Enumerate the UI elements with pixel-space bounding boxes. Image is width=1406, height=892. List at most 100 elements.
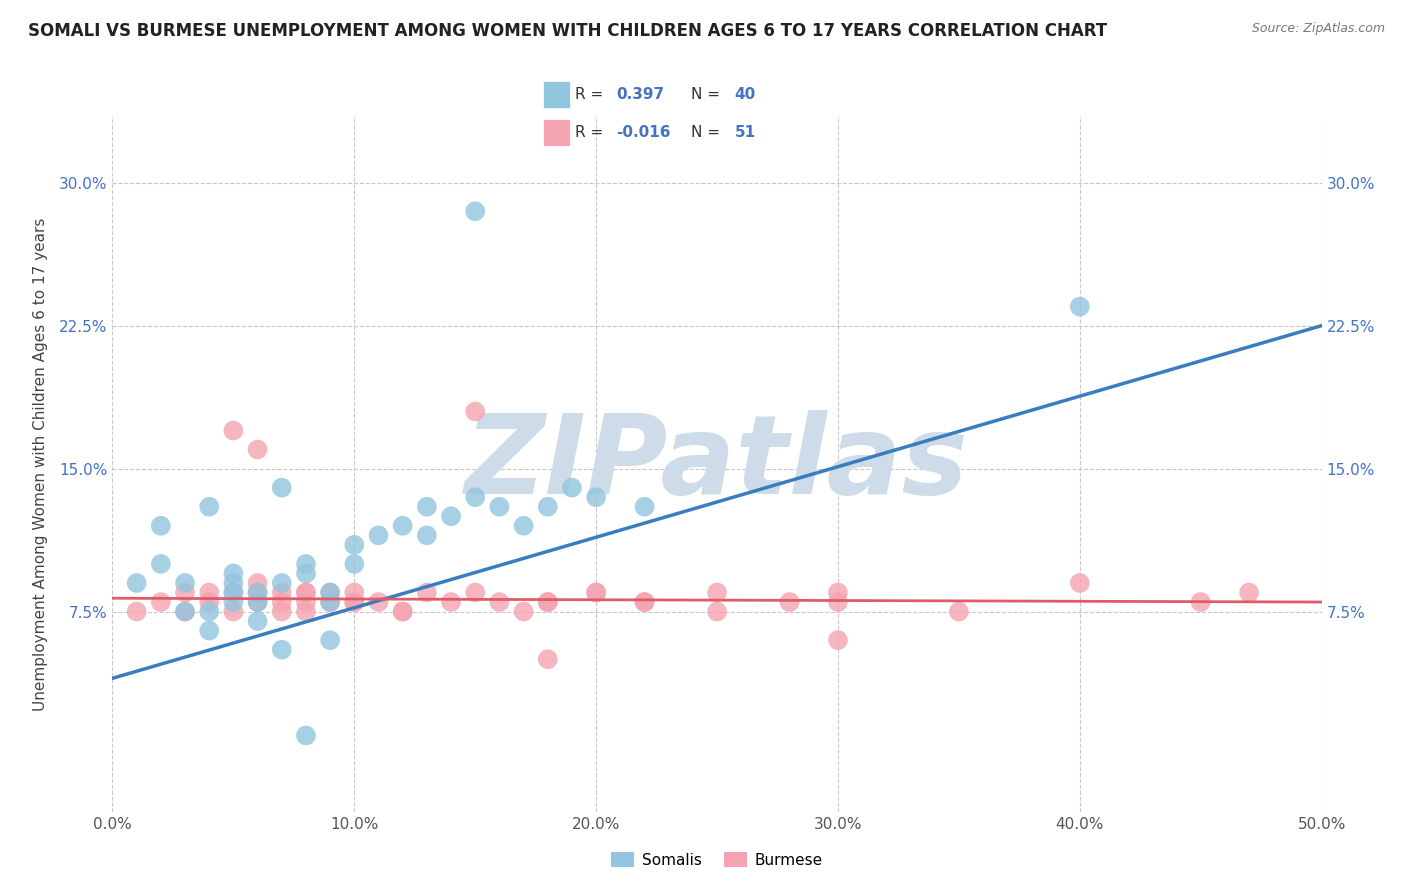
Point	[827, 585, 849, 599]
Point	[343, 595, 366, 609]
Point	[174, 605, 197, 619]
Point	[295, 729, 318, 743]
Point	[512, 518, 534, 533]
Point	[222, 585, 245, 599]
Point	[391, 518, 413, 533]
Point	[149, 557, 172, 571]
Point	[174, 605, 197, 619]
Point	[319, 585, 342, 599]
Point	[464, 490, 486, 504]
Point	[488, 595, 510, 609]
Point	[246, 614, 269, 628]
FancyBboxPatch shape	[543, 80, 569, 108]
Point	[537, 595, 560, 609]
Point	[343, 538, 366, 552]
Point	[706, 605, 728, 619]
Point	[585, 585, 607, 599]
Point	[1189, 595, 1212, 609]
Point	[222, 595, 245, 609]
Point	[295, 605, 318, 619]
Text: R =: R =	[575, 87, 609, 102]
Point	[246, 595, 269, 609]
Point	[295, 557, 318, 571]
Text: -0.016: -0.016	[616, 125, 671, 140]
Point	[246, 585, 269, 599]
Point	[198, 605, 221, 619]
Point	[827, 633, 849, 648]
Point	[1237, 585, 1260, 599]
Point	[1069, 576, 1091, 591]
Point	[561, 481, 583, 495]
Point	[149, 595, 172, 609]
Point	[222, 566, 245, 581]
Text: 40: 40	[734, 87, 755, 102]
Point	[222, 576, 245, 591]
FancyBboxPatch shape	[543, 119, 569, 146]
Point	[125, 576, 148, 591]
Point	[246, 585, 269, 599]
Point	[488, 500, 510, 514]
Y-axis label: Unemployment Among Women with Children Ages 6 to 17 years: Unemployment Among Women with Children A…	[32, 217, 48, 711]
Point	[295, 566, 318, 581]
Point	[198, 585, 221, 599]
Text: R =: R =	[575, 125, 609, 140]
Point	[416, 585, 439, 599]
Point	[343, 595, 366, 609]
Text: Source: ZipAtlas.com: Source: ZipAtlas.com	[1251, 22, 1385, 36]
Point	[367, 595, 389, 609]
Point	[222, 424, 245, 438]
Point	[779, 595, 801, 609]
Point	[343, 585, 366, 599]
Point	[537, 500, 560, 514]
Point	[270, 585, 292, 599]
Point	[633, 595, 655, 609]
Point	[246, 576, 269, 591]
Point	[537, 652, 560, 666]
Point	[319, 595, 342, 609]
Point	[295, 585, 318, 599]
Point	[367, 528, 389, 542]
Point	[416, 528, 439, 542]
Point	[125, 605, 148, 619]
Text: N =: N =	[690, 125, 724, 140]
Point	[512, 605, 534, 619]
Point	[295, 595, 318, 609]
Text: 51: 51	[734, 125, 755, 140]
Point	[270, 595, 292, 609]
Point	[585, 585, 607, 599]
Point	[319, 595, 342, 609]
Point	[270, 481, 292, 495]
Point	[391, 605, 413, 619]
Point	[440, 509, 463, 524]
Point	[319, 633, 342, 648]
Point	[585, 490, 607, 504]
Point	[149, 518, 172, 533]
Point	[174, 585, 197, 599]
Point	[1069, 300, 1091, 314]
Point	[198, 595, 221, 609]
Legend: Somalis, Burmese: Somalis, Burmese	[605, 846, 830, 873]
Point	[198, 624, 221, 638]
Text: SOMALI VS BURMESE UNEMPLOYMENT AMONG WOMEN WITH CHILDREN AGES 6 TO 17 YEARS CORR: SOMALI VS BURMESE UNEMPLOYMENT AMONG WOM…	[28, 22, 1108, 40]
Point	[633, 595, 655, 609]
Point	[464, 204, 486, 219]
Point	[464, 585, 486, 599]
Point	[440, 595, 463, 609]
Point	[343, 557, 366, 571]
Point	[270, 576, 292, 591]
Text: ZIPatlas: ZIPatlas	[465, 410, 969, 517]
Text: N =: N =	[690, 87, 724, 102]
Point	[222, 585, 245, 599]
Point	[295, 585, 318, 599]
Point	[633, 500, 655, 514]
Text: 0.397: 0.397	[616, 87, 665, 102]
Point	[270, 605, 292, 619]
Point	[464, 404, 486, 418]
Point	[246, 595, 269, 609]
Point	[319, 585, 342, 599]
Point	[391, 605, 413, 619]
Point	[416, 500, 439, 514]
Point	[198, 500, 221, 514]
Point	[270, 642, 292, 657]
Point	[827, 595, 849, 609]
